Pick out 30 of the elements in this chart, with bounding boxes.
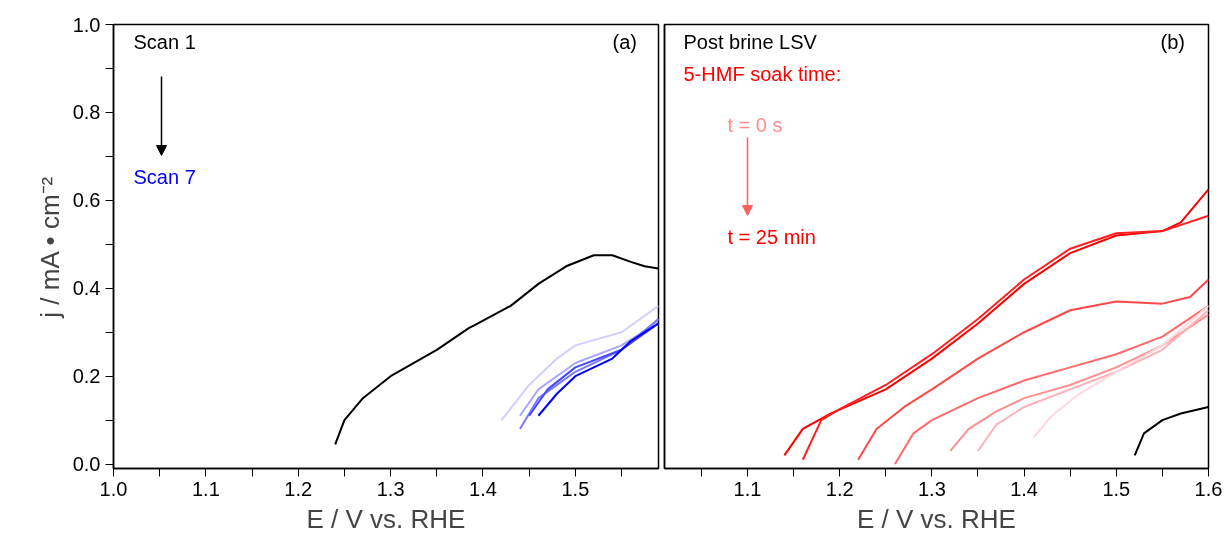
annotation: (a) — [612, 30, 637, 53]
x-tick-label: 1.4 — [469, 477, 497, 500]
annotation: t = 25 min — [727, 225, 816, 248]
x-tick-label: 1.4 — [1010, 477, 1038, 500]
y-tick-label: 0.2 — [72, 365, 101, 388]
x-tick-label: 1.0 — [99, 477, 128, 500]
x-axis-title: E / V vs. RHE — [857, 503, 1016, 534]
x-tick-label: 1.3 — [917, 477, 946, 500]
annotation: (b) — [1160, 30, 1185, 53]
y-axis-title: j / mA • cm⁻² — [34, 176, 65, 319]
annotation: Post brine LSV — [683, 30, 818, 53]
line-series — [500, 304, 659, 422]
x-tick-label: 1.1 — [191, 477, 220, 500]
y-tick-label: 0.6 — [72, 189, 101, 212]
y-tick-label: 0.0 — [72, 453, 101, 476]
x-tick-label: 1.1 — [733, 477, 762, 500]
x-tick-label: 1.5 — [1102, 477, 1131, 500]
x-tick-label: 1.2 — [825, 477, 854, 500]
y-tick-label: 1.0 — [72, 13, 101, 36]
annotation: Scan 1 — [133, 30, 196, 53]
y-tick-label: 0.8 — [72, 101, 101, 124]
x-tick-label: 1.6 — [1194, 477, 1223, 500]
x-tick-label: 1.5 — [561, 477, 590, 500]
x-tick-label: 1.3 — [376, 477, 405, 500]
x-tick-label: 1.2 — [284, 477, 313, 500]
annotation: 5-HMF soak time: — [683, 62, 842, 85]
annotation: t = 0 s — [727, 113, 783, 136]
y-tick-label: 0.4 — [72, 277, 101, 300]
x-axis-title: E / V vs. RHE — [306, 503, 466, 534]
annotation: Scan 7 — [133, 165, 196, 188]
